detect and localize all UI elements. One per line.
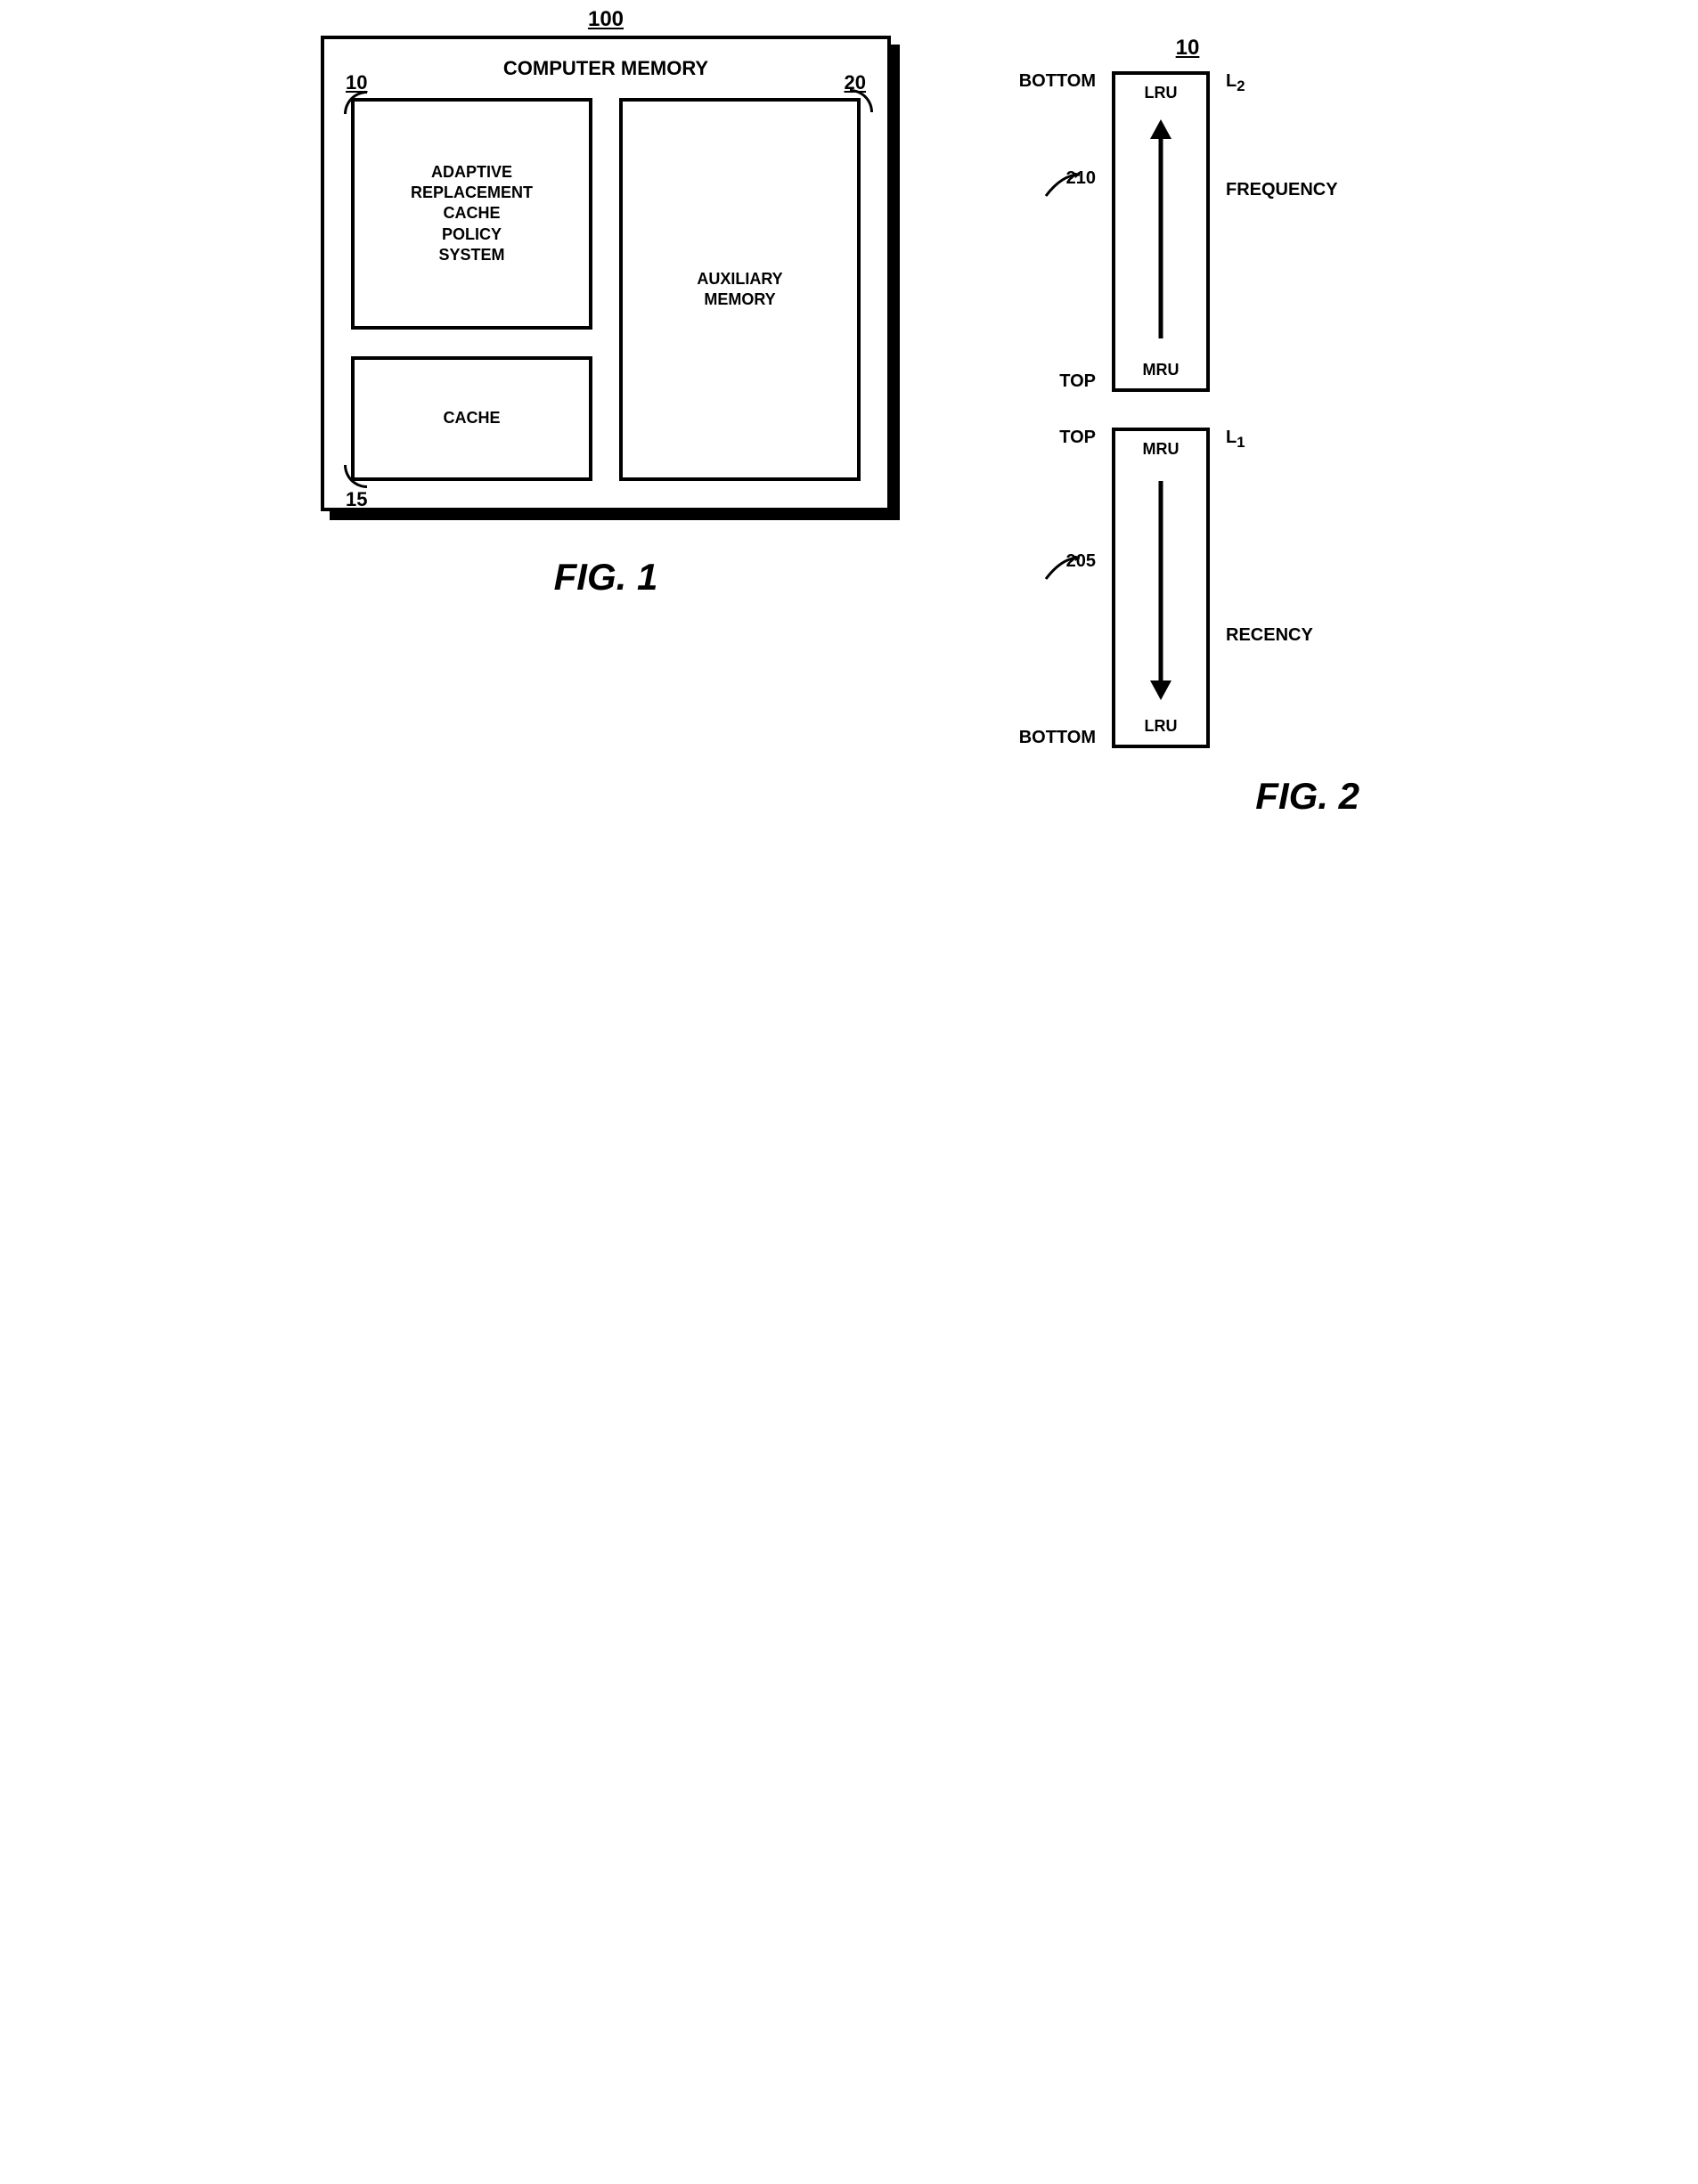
computer-memory-outer: 100 COMPUTER MEMORY 10 ADAPTIVEREPLACEME… — [321, 36, 891, 511]
figure-1: 100 COMPUTER MEMORY 10 ADAPTIVEREPLACEME… — [321, 36, 891, 599]
cache-wrap: 15 CACHE — [351, 356, 592, 481]
ref-100: 100 — [588, 7, 624, 32]
l1-side-bot: BOTTOM — [998, 728, 1096, 748]
fig2-stack: BOTTOM 210 TOP LRU — [998, 71, 1377, 748]
arrow-up-icon — [1143, 102, 1179, 361]
list-l2-row: BOTTOM 210 TOP LRU — [998, 71, 1377, 392]
computer-memory-title: COMPUTER MEMORY — [351, 57, 861, 80]
l2-end-top: LRU — [1145, 84, 1178, 102]
l1-end-top: MRU — [1143, 440, 1180, 459]
l1-right-label: RECENCY — [1226, 625, 1377, 646]
ref-10-fig2: 10 — [1176, 36, 1200, 61]
cache-label: CACHE — [443, 408, 500, 428]
cache-box: CACHE — [351, 356, 592, 481]
l1-box: MRU LRU — [1112, 428, 1210, 748]
figure-2: 10 BOTTOM 210 TOP LRU — [998, 36, 1377, 818]
l2-name: L2 — [1226, 71, 1245, 95]
l1-side-top: TOP — [998, 428, 1096, 448]
l1-name: L1 — [1226, 428, 1245, 452]
aux-box: AUXILIARYMEMORY — [619, 98, 861, 481]
fig2-caption: FIG. 2 — [1255, 775, 1359, 818]
aux-wrap: 20 AUXILIARYMEMORY — [619, 98, 861, 481]
arrow-down-icon — [1143, 459, 1179, 717]
l1-leader — [1044, 556, 1082, 583]
l2-right-label: FREQUENCY — [1226, 180, 1377, 200]
arcp-label: ADAPTIVEREPLACEMENTCACHEPOLICYSYSTEM — [411, 162, 533, 266]
figure-container: 100 COMPUTER MEMORY 10 ADAPTIVEREPLACEME… — [321, 36, 1377, 818]
aux-label: AUXILIARYMEMORY — [697, 269, 782, 311]
l2-end-bot: MRU — [1143, 361, 1180, 379]
fig1-caption: FIG. 1 — [554, 556, 658, 599]
l1-right-labels: L1 RECENCY — [1226, 428, 1377, 748]
l2-side-top: BOTTOM — [998, 71, 1096, 92]
arcp-wrap: 10 ADAPTIVEREPLACEMENTCACHEPOLICYSYSTEM — [351, 98, 592, 330]
inner-grid: 10 ADAPTIVEREPLACEMENTCACHEPOLICYSYSTEM … — [351, 98, 861, 481]
l1-end-bot: LRU — [1145, 717, 1178, 736]
l2-leader — [1044, 173, 1082, 200]
arcp-box: ADAPTIVEREPLACEMENTCACHEPOLICYSYSTEM — [351, 98, 592, 330]
l2-side-bot: TOP — [998, 371, 1096, 392]
l2-side-labels: BOTTOM 210 TOP — [998, 71, 1096, 392]
leader-arrow-icon — [1044, 173, 1082, 200]
ref-15: 15 — [346, 488, 367, 511]
l2-box: LRU MRU — [1112, 71, 1210, 392]
list-l1-row: TOP 205 BOTTOM MRU — [998, 428, 1377, 748]
l2-right-labels: L2 FREQUENCY — [1226, 71, 1377, 392]
l1-side-labels: TOP 205 BOTTOM — [998, 428, 1096, 748]
leader-arrow-icon — [1044, 556, 1082, 583]
